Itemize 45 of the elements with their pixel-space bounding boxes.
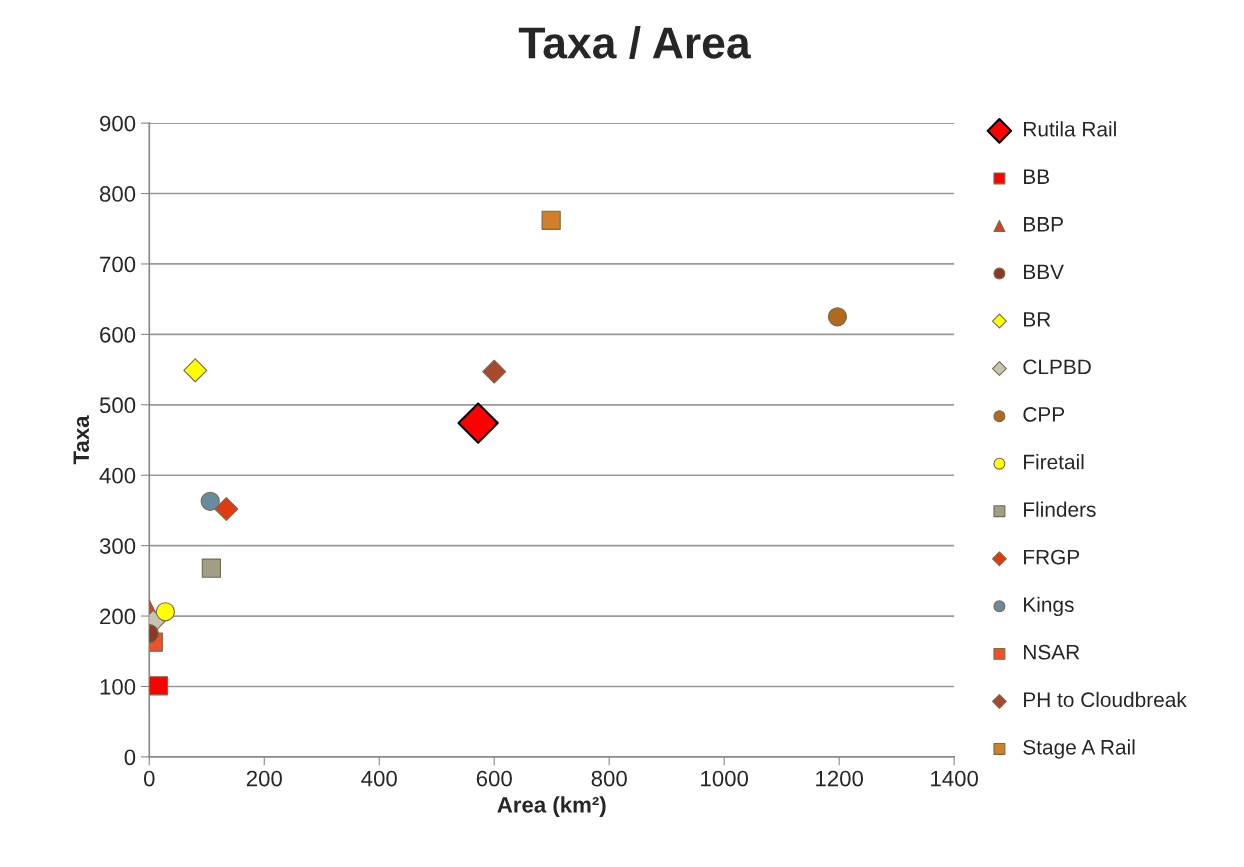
point [200, 491, 220, 511]
y-axis-title: Taxa [73, 415, 90, 465]
legend-label: Rutila Rail [1024, 121, 1116, 137]
y-tick-label: 400 [99, 467, 136, 484]
legend-label: CLPBD [1023, 359, 1091, 375]
legend-label: Stage A Rail [1023, 739, 1135, 759]
y-tick-label: 800 [99, 186, 136, 202]
legend-label: CPP [1023, 407, 1065, 422]
point [827, 307, 848, 327]
x-axis-title: Area (km²) [497, 796, 606, 818]
legend-label: BBV [1024, 264, 1064, 279]
y-tick-label: 0 [124, 749, 136, 766]
legend-label: BBP [1024, 217, 1063, 232]
legend-label: Firetail [1024, 454, 1084, 470]
point [155, 602, 175, 622]
point [482, 359, 507, 384]
y-tick-label: 600 [100, 326, 136, 343]
y-tick-label: 200 [100, 608, 136, 625]
y-tick-label: 500 [99, 397, 136, 414]
x-tick-label: 1000 [701, 770, 749, 787]
legend-label: PH to Cloudbreak [1024, 691, 1187, 708]
legend-label: Kings [1024, 596, 1074, 617]
y-tick-label: 100 [100, 679, 136, 695]
y-tick-label: 700 [100, 256, 136, 273]
y-tick-label: 300 [99, 538, 136, 554]
point [457, 402, 499, 444]
legend-label: BR [1024, 312, 1051, 327]
legend-label: BB [1024, 169, 1050, 184]
x-tick-label: 800 [591, 770, 627, 787]
point [541, 210, 561, 230]
legend-label: NSAR [1024, 644, 1080, 660]
x-tick-label: 600 [476, 770, 512, 787]
point [183, 358, 208, 383]
y-tick-label: 900 [100, 115, 136, 132]
point [214, 497, 239, 522]
x-tick-label: 200 [246, 770, 282, 787]
legend-label: Flinders [1024, 501, 1096, 517]
point [201, 558, 221, 578]
x-tick-label: 0 [143, 770, 155, 787]
x-tick-label: 1200 [816, 770, 864, 787]
point [149, 676, 169, 696]
x-tick-label: 400 [361, 770, 397, 787]
legend-label: FRGP [1024, 549, 1080, 565]
x-tick-label: 1400 [931, 770, 978, 787]
chart-title: Taxa / Area [518, 26, 751, 60]
